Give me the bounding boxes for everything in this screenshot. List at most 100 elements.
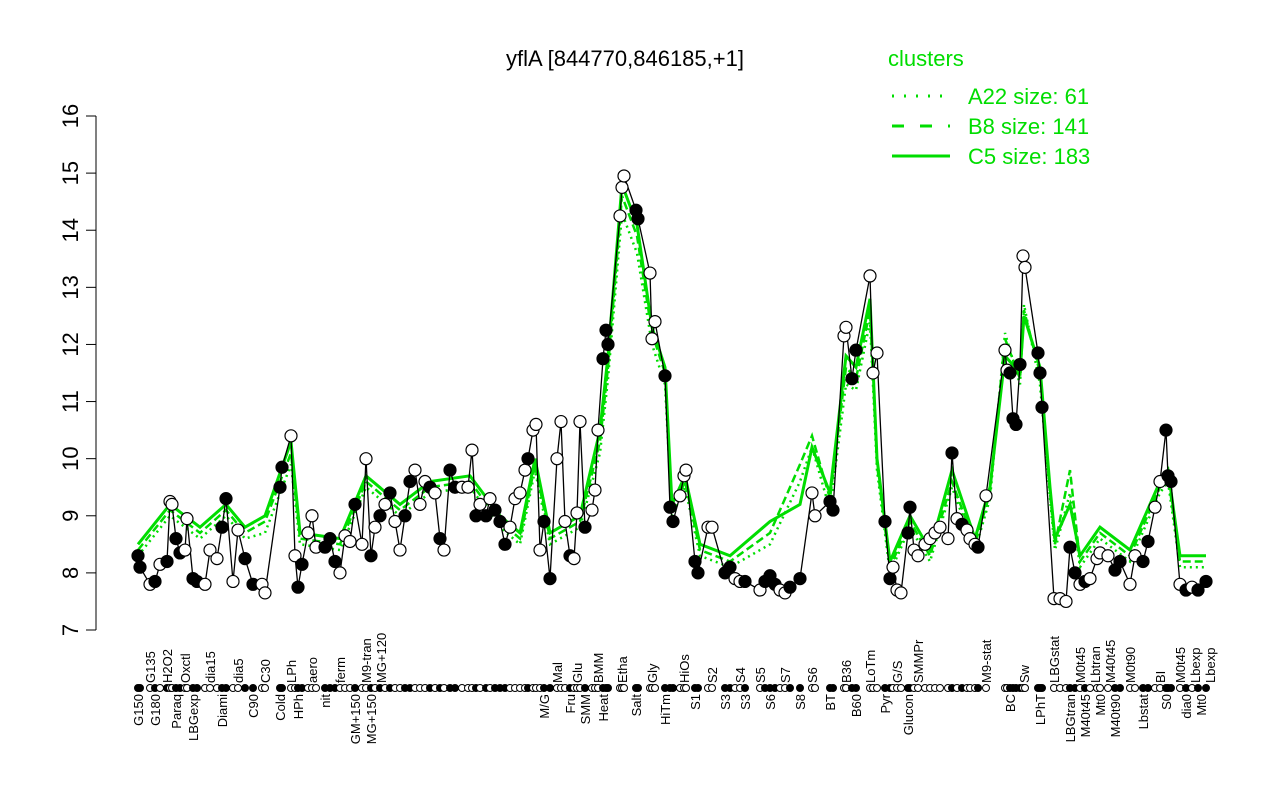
rug-mark <box>897 684 905 692</box>
x-tick-label: dia15 <box>203 651 218 683</box>
rug-mark <box>852 684 860 692</box>
data-point <box>413 497 427 511</box>
x-tick-label: Lbtran <box>1088 646 1103 683</box>
data-point <box>613 209 627 223</box>
data-point <box>933 520 947 534</box>
data-point <box>1018 260 1032 274</box>
data-point <box>498 537 512 551</box>
x-tick-label: BC <box>1003 694 1018 712</box>
x-tick-label: G135 <box>143 651 158 683</box>
rug-mark <box>351 684 359 692</box>
data-point <box>808 509 822 523</box>
rug-mark <box>206 684 214 692</box>
x-tick-label: G150 <box>131 694 146 726</box>
data-point <box>226 574 240 589</box>
data-point <box>169 532 183 546</box>
x-tick-label: Mt0 <box>1093 694 1108 716</box>
x-tick-label: HiTm <box>658 694 673 725</box>
x-tick-label: Fru <box>563 694 578 714</box>
data-point <box>368 520 382 534</box>
data-point <box>666 514 680 529</box>
data-point <box>1083 571 1097 586</box>
data-point <box>533 543 547 557</box>
x-tick-label: Sw <box>1017 664 1032 683</box>
data-point <box>473 497 487 511</box>
x-tick-label: LBGexp <box>186 694 201 741</box>
data-point <box>679 463 693 477</box>
y-tick-label: 8 <box>58 567 83 579</box>
x-tick-label: S8 <box>793 694 808 710</box>
legend-label-b8: B8 size: 141 <box>968 114 1089 139</box>
cluster-line-solid <box>136 183 1206 568</box>
x-tick-label: S6 <box>805 667 820 683</box>
x-tick-label: Heat <box>596 694 611 722</box>
data-point <box>388 514 402 529</box>
x-tick-label: dia5 <box>231 658 246 683</box>
data-point <box>378 497 392 511</box>
data-point <box>198 577 212 591</box>
data-point <box>849 343 863 357</box>
data-point <box>1016 249 1030 263</box>
data-point <box>403 474 417 489</box>
data-point <box>567 552 581 566</box>
data-point <box>839 320 853 334</box>
data-point <box>1148 500 1162 514</box>
data-point <box>1141 534 1155 549</box>
data-point <box>529 417 543 431</box>
x-tick-label: ferm <box>333 657 348 683</box>
x-tick-label: C90 <box>246 694 261 718</box>
y-ticks: 7 8 9 10 11 12 13 14 15 16 <box>58 104 96 636</box>
data-point <box>359 452 373 466</box>
rug-mark <box>974 684 982 692</box>
data-point <box>648 315 662 329</box>
rug-mark <box>234 684 242 692</box>
x-tick-label: M40t90 <box>1108 694 1123 737</box>
y-tick-label: 10 <box>58 446 83 470</box>
data-point <box>826 503 840 517</box>
data-point <box>1035 400 1049 414</box>
rug-mark <box>796 684 804 692</box>
x-tick-label: Mt0 <box>1194 694 1209 716</box>
legend-label-c5: C5 size: 183 <box>968 144 1090 169</box>
y-tick-label: 12 <box>58 332 83 356</box>
rug-mark <box>1131 684 1139 692</box>
data-point <box>1003 366 1017 380</box>
data-point <box>1164 474 1178 489</box>
x-tick-label: Lbexp <box>1188 648 1203 683</box>
x-tick-label: M/G <box>537 694 552 719</box>
data-point <box>688 554 702 569</box>
x-tick-label: Gly <box>645 663 660 683</box>
data-point <box>305 509 319 523</box>
y-tick-label: 15 <box>58 161 83 185</box>
x-tick-label: LBGstat <box>1047 636 1062 683</box>
x-tick-label: S2 <box>705 667 720 683</box>
data-point <box>903 500 917 514</box>
x-tick-label: S3 <box>718 694 733 710</box>
data-point <box>596 352 610 366</box>
data-point <box>971 540 985 554</box>
rug-mark <box>546 684 554 692</box>
data-point <box>461 480 475 494</box>
x-tick-label: S7 <box>778 667 793 683</box>
rug-mark <box>694 684 702 692</box>
rug-mark <box>136 684 144 692</box>
data-point <box>554 414 568 429</box>
data-point <box>408 463 422 477</box>
data-point <box>645 332 659 346</box>
rug-mark <box>1194 684 1202 692</box>
data-point <box>783 580 797 594</box>
rug-mark <box>634 684 642 692</box>
data-point <box>398 509 412 523</box>
x-tick-label: MG+120 <box>374 633 389 683</box>
rug-mark <box>811 684 819 692</box>
x-tick-label: Glucon <box>901 694 916 735</box>
chart-title: yflA [844770,846185,+1] <box>506 46 744 71</box>
rug-mark <box>786 684 794 692</box>
x-labels: G135 H2O2 Oxctl dia15 dia5 C30 LPh aero ferm M9-t… <box>131 633 1218 744</box>
data-point <box>941 532 955 546</box>
x-tick-label: M0t90 <box>1123 647 1138 683</box>
data-point <box>355 537 369 551</box>
data-point <box>845 372 859 386</box>
rug-mark <box>741 684 749 692</box>
